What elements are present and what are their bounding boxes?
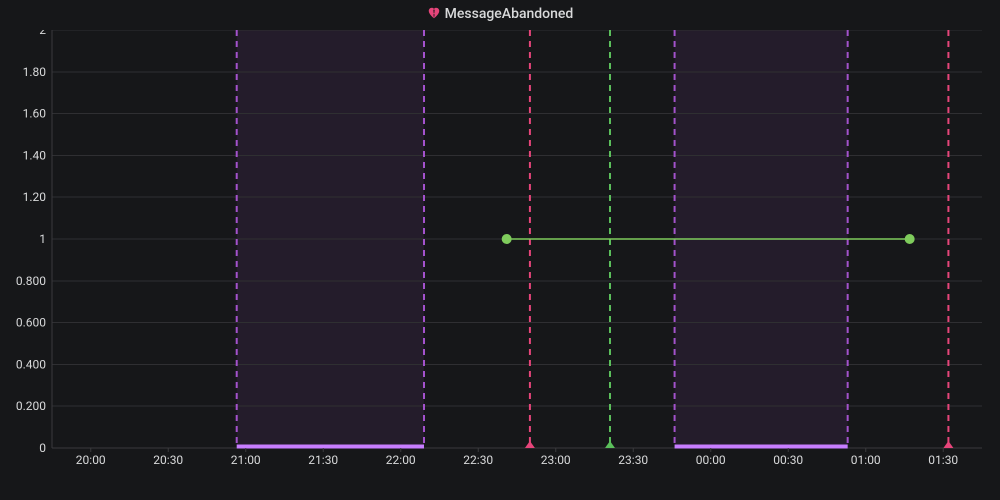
panel-title-row: MessageAbandoned: [0, 6, 1000, 22]
svg-text:2: 2: [39, 30, 46, 37]
svg-text:20:00: 20:00: [76, 453, 106, 467]
chart-svg: 00.2000.4000.6000.80011.201.401.601.8022…: [10, 30, 990, 470]
plot-area[interactable]: 00.2000.4000.6000.80011.201.401.601.8022…: [10, 30, 990, 470]
svg-text:20:30: 20:30: [153, 453, 183, 467]
svg-text:23:00: 23:00: [541, 453, 571, 467]
svg-text:0.400: 0.400: [16, 357, 46, 371]
svg-text:01:30: 01:30: [928, 453, 958, 467]
svg-text:00:30: 00:30: [773, 453, 803, 467]
svg-text:0.800: 0.800: [16, 274, 46, 288]
svg-text:22:00: 22:00: [386, 453, 416, 467]
heartbreak-icon: [427, 6, 441, 20]
svg-text:1.20: 1.20: [23, 190, 47, 204]
svg-text:23:30: 23:30: [618, 453, 648, 467]
svg-text:1.80: 1.80: [23, 65, 47, 79]
svg-text:22:30: 22:30: [463, 453, 493, 467]
chart-panel: MessageAbandoned 0 0.200 0.400 0.600 0.800 1 1…: [0, 0, 1000, 500]
panel-title: MessageAbandoned: [445, 6, 574, 22]
svg-text:21:30: 21:30: [308, 453, 338, 467]
svg-text:0: 0: [39, 441, 46, 455]
svg-text:01:00: 01:00: [851, 453, 881, 467]
svg-text:21:00: 21:00: [231, 453, 261, 467]
svg-text:1: 1: [39, 232, 46, 246]
svg-text:0.600: 0.600: [16, 316, 46, 330]
svg-text:0.200: 0.200: [16, 399, 46, 413]
svg-text:1.60: 1.60: [23, 107, 47, 121]
svg-text:00:00: 00:00: [696, 453, 726, 467]
svg-text:1.40: 1.40: [23, 148, 47, 162]
